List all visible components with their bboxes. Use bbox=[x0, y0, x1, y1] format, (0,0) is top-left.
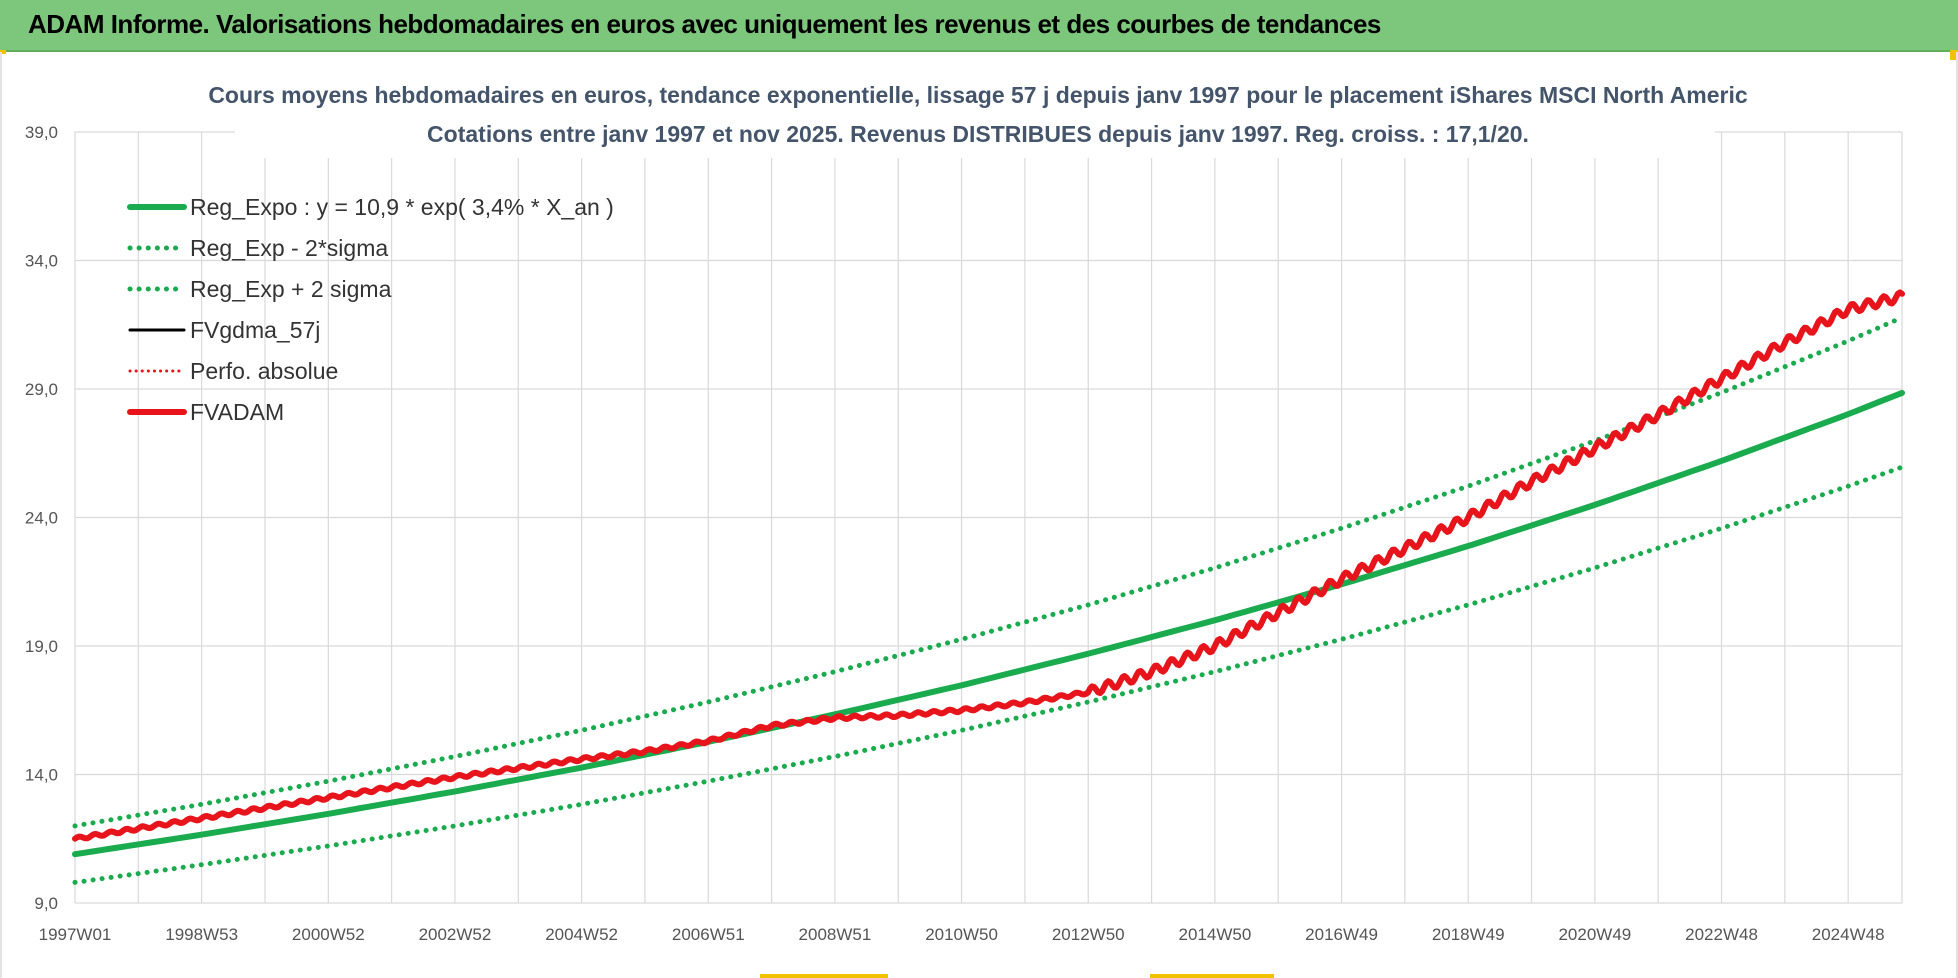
series-line-2 bbox=[72, 315, 1905, 829]
x-tick-label: 1998W53 bbox=[165, 925, 238, 944]
chart-subtitle: Cotations entre janv 1997 et nov 2025. R… bbox=[427, 121, 1529, 147]
legend: Reg_Expo : y = 10,9 * exp( 3,4% * X_an )… bbox=[127, 194, 614, 425]
y-tick-label: 39,0 bbox=[25, 123, 58, 142]
corner-marker-left bbox=[0, 50, 6, 54]
bottom-marker-2 bbox=[1150, 974, 1274, 978]
x-tick-label: 2014W50 bbox=[1179, 925, 1252, 944]
header-bar: ADAM Informe. Valorisations hebdomadaire… bbox=[0, 0, 1958, 52]
x-tick-label: 2006W51 bbox=[672, 925, 745, 944]
x-tick-label: 2020W49 bbox=[1558, 925, 1631, 944]
x-tick-label: 2000W52 bbox=[292, 925, 365, 944]
legend-label: FVgdma_57j bbox=[190, 317, 320, 343]
y-tick-label: 19,0 bbox=[25, 637, 58, 656]
legend-label: Perfo. absolue bbox=[190, 358, 338, 384]
x-tick-label: 2010W50 bbox=[925, 925, 998, 944]
x-tick-label: 2016W49 bbox=[1305, 925, 1378, 944]
legend-label: Reg_Expo : y = 10,9 * exp( 3,4% * X_an ) bbox=[190, 194, 614, 220]
y-tick-label: 9,0 bbox=[34, 894, 58, 913]
x-tick-label: 1997W01 bbox=[39, 925, 112, 944]
chart-title: Cours moyens hebdomadaires en euros, ten… bbox=[208, 82, 1748, 108]
series-line-5 bbox=[72, 289, 1905, 842]
bottom-marker-1 bbox=[760, 974, 888, 978]
y-tick-label: 14,0 bbox=[25, 766, 58, 785]
x-tick-label: 2022W48 bbox=[1685, 925, 1758, 944]
x-tick-label: 2008W51 bbox=[799, 925, 872, 944]
y-tick-label: 29,0 bbox=[25, 380, 58, 399]
x-tick-label: 2002W52 bbox=[419, 925, 492, 944]
series-line-1 bbox=[72, 464, 1905, 885]
y-tick-label: 24,0 bbox=[25, 509, 58, 528]
series-line-0 bbox=[72, 389, 1905, 858]
legend-label: FVADAM bbox=[190, 399, 284, 425]
x-tick-label: 2012W50 bbox=[1052, 925, 1125, 944]
x-tick-label: 2004W52 bbox=[545, 925, 618, 944]
x-tick-label: 2024W48 bbox=[1812, 925, 1885, 944]
corner-marker-right bbox=[1950, 50, 1958, 60]
y-tick-label: 34,0 bbox=[25, 252, 58, 271]
chart-frame bbox=[0, 52, 1958, 978]
legend-label: Reg_Exp - 2*sigma bbox=[190, 235, 388, 261]
page-title: ADAM Informe. Valorisations hebdomadaire… bbox=[28, 9, 1381, 39]
legend-label: Reg_Exp + 2 sigma bbox=[190, 276, 392, 302]
x-tick-label: 2018W49 bbox=[1432, 925, 1505, 944]
